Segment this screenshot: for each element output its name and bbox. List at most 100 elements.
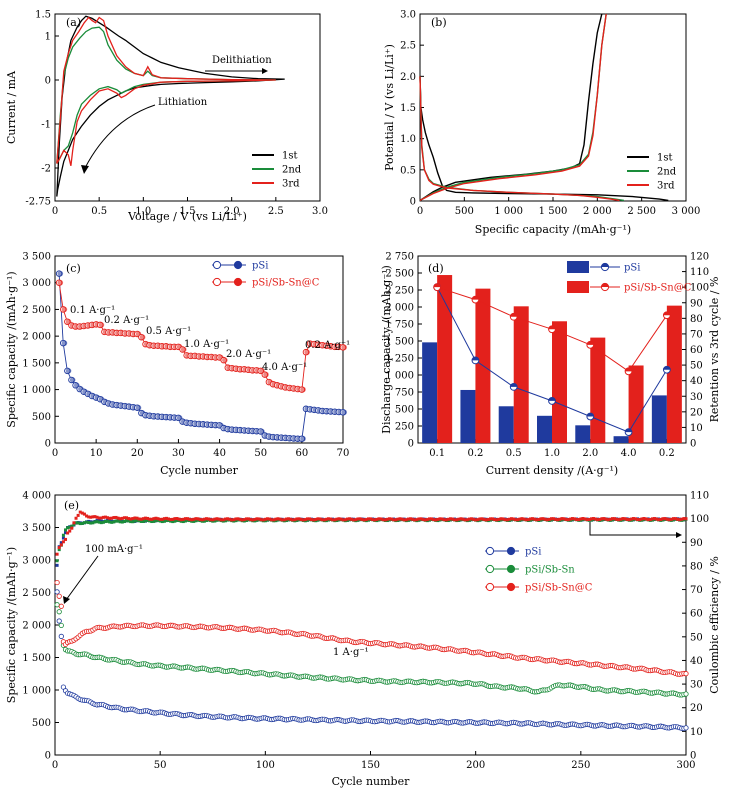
x-tick-label: 2.0 <box>582 448 598 459</box>
ce-point-pSi/Sb-Sn@C <box>587 518 591 522</box>
y-tick-label: 2 000 <box>385 303 414 314</box>
x-tick-label: 250 <box>571 760 590 771</box>
ce-point-pSi <box>59 541 63 545</box>
ce-point-pSi/Sb-Sn@C <box>554 517 558 521</box>
retention-point-half <box>510 313 518 317</box>
ce-point-pSi/Sb-Sn <box>66 526 70 530</box>
x-tick-label: 1.5 <box>180 206 196 217</box>
ce-point-pSi/Sb-Sn <box>215 518 219 522</box>
rate-point-filled <box>61 340 68 346</box>
ce-point-pSi/Sb-Sn@C <box>575 518 579 522</box>
ce-point-pSi/Sb-Sn@C <box>274 517 278 521</box>
capacity-point-pSi <box>54 589 60 595</box>
ce-point-pSi/Sb-Sn@C <box>127 517 131 521</box>
ce-point-pSi/Sb-Sn@C <box>663 517 667 521</box>
y2-tick-label: 60 <box>690 609 703 620</box>
ce-point-pSi/Sb-Sn <box>133 519 137 523</box>
ce-point-pSi/Sb-Sn@C <box>320 518 324 522</box>
ce-point-pSi/Sb-Sn@C <box>183 517 187 521</box>
ce-point-pSi/Sb-Sn@C <box>108 516 112 520</box>
ce-point-pSi/Sb-Sn@C <box>678 518 682 522</box>
ce-point-pSi/Sb-Sn@C <box>644 517 648 521</box>
legend-filled-marker <box>506 582 516 592</box>
retention-point-half <box>663 311 671 316</box>
ce-point-pSi/Sb-Sn@C <box>97 516 101 520</box>
ce-point-pSi/Sb-Sn@C <box>268 517 272 521</box>
ce-point-pSi/Sb-Sn@C <box>152 517 156 521</box>
legend-bar-swatch <box>567 261 589 273</box>
ce-point-pSi/Sb-Sn@C <box>606 518 610 522</box>
y-tick-label: -2 <box>41 164 51 175</box>
rate-annotation: 0.5 A·g⁻¹ <box>146 326 191 337</box>
lithiation-arrow-line <box>84 104 156 169</box>
ce-point-pSi/Sb-Sn@C <box>209 518 213 522</box>
ce-point-pSi/Sb-Sn@C <box>545 518 549 522</box>
retention-point-half <box>548 397 556 401</box>
ce-point-pSi/Sb-Sn@C <box>570 517 574 521</box>
ce-point-pSi/Sb-Sn@C <box>333 518 337 522</box>
ce-point-pSi <box>55 563 59 567</box>
ce-point-pSi/Sb-Sn@C <box>188 517 192 521</box>
y2-tick-label: 100 <box>690 514 709 525</box>
ce-point-pSi/Sb-Sn <box>146 518 150 522</box>
ce-point-pSi/Sb-Sn@C <box>223 517 227 521</box>
y2-tick-label: 80 <box>690 561 703 572</box>
legend-label: 1st <box>657 153 673 164</box>
ce-point-pSi/Sb-Sn@C <box>381 518 385 522</box>
ce-point-pSi/Sb-Sn@C <box>530 517 534 521</box>
ce-point-pSi/Sb-Sn@C <box>634 517 638 521</box>
y2-tick-label: 100 <box>690 283 709 294</box>
ce-point-pSi/Sb-Sn@C <box>619 517 623 521</box>
y2-tick-label: 90 <box>690 538 703 549</box>
ce-point-pSi/Sb-Sn@C <box>417 517 421 521</box>
rate-point-filled <box>69 377 76 383</box>
ce-point-pSi <box>64 531 68 535</box>
ce-point-pSi/Sb-Sn@C <box>577 518 581 522</box>
x-tick-label: 0.2 <box>467 448 483 459</box>
ce-point-pSi/Sb-Sn@C <box>615 517 619 521</box>
ce-point-pSi/Sb-Sn@C <box>143 516 147 520</box>
ce-point-pSi/Sb-Sn@C <box>463 518 467 522</box>
y2-tick-label: 30 <box>690 680 703 691</box>
capacity-point-pSi/Sb-Sn <box>56 609 62 615</box>
ce-point-pSi/Sb-Sn@C <box>61 540 65 544</box>
ce-point-pSi/Sb-Sn@C <box>596 518 600 522</box>
ce-point-pSi/Sb-Sn@C <box>150 517 154 521</box>
ce-point-pSi/Sb-Sn@C <box>549 517 553 521</box>
ce-point-pSi/Sb-Sn@C <box>230 518 234 522</box>
ce-point-pSi/Sb-Sn@C <box>421 517 425 521</box>
x-tick-label: 70 <box>337 448 350 459</box>
ce-point-pSi/Sb-Sn@C <box>373 518 377 522</box>
ce-point-pSi/Sb-Sn@C <box>396 517 400 521</box>
discharge-curve-3rd <box>419 76 620 202</box>
ce-point-pSi/Sb-Sn@C <box>232 518 236 522</box>
legend-label: 2nd <box>657 167 677 178</box>
ce-point-pSi/Sb-Sn@C <box>276 517 280 521</box>
x-tick-label: 50 <box>254 448 267 459</box>
legend-marker-half <box>601 263 609 267</box>
legend-label: 3rd <box>282 179 300 190</box>
ce-point-pSi/Sb-Sn <box>85 520 89 524</box>
ce-point-pSi/Sb-Sn <box>125 519 129 523</box>
ce-point-pSi/Sb-Sn@C <box>219 518 223 522</box>
ce-point-pSi/Sb-Sn@C <box>610 517 614 521</box>
y2-tick-label: 90 <box>690 298 703 309</box>
legend-label: pSi/Sb-Sn <box>525 565 575 576</box>
ce-point-pSi/Sb-Sn@C <box>341 518 345 522</box>
ce-point-pSi/Sb-Sn@C <box>160 517 164 521</box>
ce-point-pSi/Sb-Sn <box>234 519 238 523</box>
ce-point-pSi/Sb-Sn <box>173 519 177 523</box>
ce-point-pSi/Sb-Sn <box>213 519 217 523</box>
ce-point-pSi/Sb-Sn@C <box>501 517 505 521</box>
ce-point-pSi/Sb-Sn@C <box>347 517 351 521</box>
ce-point-pSi/Sb-Sn <box>76 521 80 525</box>
panel-label-b: (b) <box>431 16 447 29</box>
ce-point-pSi/Sb-Sn@C <box>406 517 410 521</box>
ce-point-pSi/Sb-Sn@C <box>131 517 135 521</box>
y-tick-label: -1 <box>41 120 51 131</box>
x-tick-label: 4.0 <box>621 448 637 459</box>
ce-point-pSi/Sb-Sn@C <box>524 518 528 522</box>
y2-tick-label: 20 <box>690 703 703 714</box>
ce-point-pSi/Sb-Sn@C <box>179 518 183 522</box>
ce-point-pSi/Sb-Sn@C <box>392 518 396 522</box>
